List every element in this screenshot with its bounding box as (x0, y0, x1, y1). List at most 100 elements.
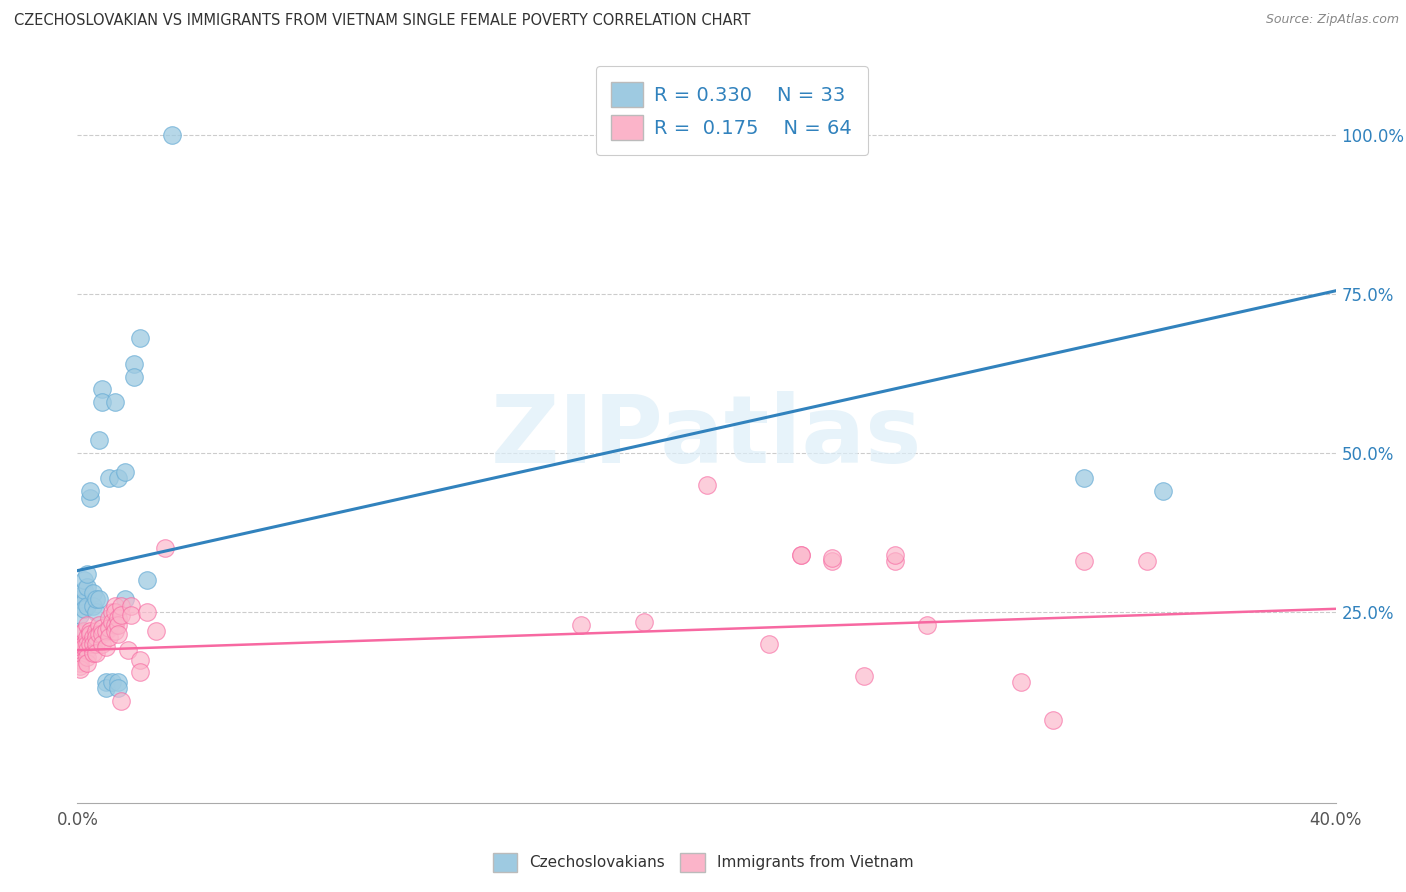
Point (107, 617, 129, 632)
Point (633, 615, 655, 629)
Point (84, 624, 107, 638)
Point (69, 659, 91, 673)
Point (69, 624, 91, 638)
Point (790, 548, 813, 562)
Point (69, 627, 91, 641)
Point (101, 615, 124, 629)
Text: Source: ZipAtlas.com: Source: ZipAtlas.com (1265, 13, 1399, 27)
Point (69, 656, 91, 670)
Point (1010, 675, 1032, 690)
Point (135, 605, 157, 619)
Point (104, 624, 127, 638)
Point (1073, 471, 1095, 485)
Point (97, 631, 120, 645)
Point (91, 627, 114, 641)
Point (569, 617, 592, 632)
Point (107, 627, 129, 641)
Point (155, 541, 177, 556)
Point (884, 548, 907, 562)
Point (76, 617, 98, 632)
Point (76, 656, 98, 670)
Point (1073, 554, 1095, 568)
Text: CZECHOSLOVAKIAN VS IMMIGRANTS FROM VIETNAM SINGLE FEMALE POVERTY CORRELATION CHA: CZECHOSLOVAKIAN VS IMMIGRANTS FROM VIETN… (14, 13, 751, 29)
Point (145, 624, 167, 638)
Point (110, 599, 132, 613)
Point (122, 357, 145, 371)
Point (107, 681, 129, 696)
Point (110, 608, 132, 623)
Point (110, 694, 132, 708)
Point (72, 602, 94, 616)
Point (135, 573, 157, 587)
Point (72, 573, 94, 587)
Point (114, 465, 136, 479)
Point (107, 675, 129, 690)
Point (758, 637, 780, 651)
Point (94, 624, 117, 638)
Point (94, 640, 117, 654)
Point (91, 621, 114, 635)
Point (1136, 554, 1159, 568)
Point (76, 637, 98, 651)
Point (1152, 484, 1174, 499)
Point (129, 331, 152, 345)
Point (94, 675, 117, 690)
Point (76, 649, 98, 664)
Point (114, 592, 136, 607)
Point (84, 605, 107, 619)
Point (82, 637, 104, 651)
Point (84, 637, 107, 651)
Point (79, 637, 101, 651)
Point (97, 611, 120, 625)
Point (84, 646, 107, 660)
Point (76, 566, 98, 581)
Point (915, 617, 938, 632)
Point (79, 627, 101, 641)
Point (89, 617, 111, 632)
Point (72, 637, 94, 651)
Point (79, 491, 101, 505)
Point (122, 369, 145, 384)
Point (79, 624, 101, 638)
Point (76, 643, 98, 657)
Point (97, 471, 120, 485)
Point (89, 592, 111, 607)
Point (104, 599, 127, 613)
Point (72, 595, 94, 609)
Text: ZIPatlas: ZIPatlas (491, 391, 922, 483)
Point (101, 675, 124, 690)
Point (107, 611, 129, 625)
Point (129, 665, 152, 680)
Point (89, 434, 111, 448)
Point (117, 643, 139, 657)
Point (82, 599, 104, 613)
Point (89, 627, 111, 641)
Point (72, 640, 94, 654)
Point (76, 631, 98, 645)
Point (91, 383, 114, 397)
Legend: R = 0.330    N = 33, R =  0.175    N = 64: R = 0.330 N = 33, R = 0.175 N = 64 (596, 66, 868, 155)
Point (69, 589, 91, 603)
Point (104, 395, 127, 409)
Point (69, 649, 91, 664)
Point (852, 668, 875, 682)
Legend: Czechoslovakians, Immigrants from Vietnam: Czechoslovakians, Immigrants from Vietna… (485, 845, 921, 880)
Point (97, 621, 120, 635)
Point (129, 653, 152, 667)
Point (884, 554, 907, 568)
Point (69, 608, 91, 623)
Point (72, 582, 94, 597)
Point (120, 599, 142, 613)
Point (696, 477, 718, 491)
Point (69, 653, 91, 667)
Point (69, 592, 91, 607)
Point (94, 681, 117, 696)
Point (104, 617, 127, 632)
Point (84, 592, 107, 607)
Point (82, 586, 104, 600)
Point (1042, 713, 1064, 727)
Point (69, 640, 91, 654)
Point (821, 550, 844, 565)
Point (91, 637, 114, 651)
Point (76, 599, 98, 613)
